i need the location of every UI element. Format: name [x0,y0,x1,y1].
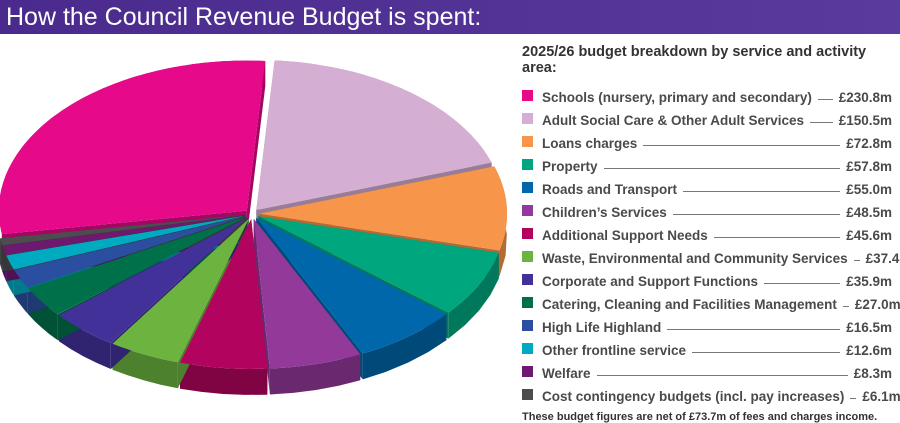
leader-line [603,168,841,169]
legend-value: £16.5m [846,320,892,335]
pie-slice [58,217,248,343]
pie-slice [256,217,447,354]
footnote: These budget figures are net of £73.7m o… [522,411,878,423]
legend-item: Roads and Transport £55.0m [522,174,892,197]
pie-slice [258,166,507,251]
legend-swatch [522,159,533,170]
legend-item: Schools (nursery, primary and secondary)… [522,82,892,105]
legend-swatch [522,90,533,101]
legend-value: £27.0m [854,297,900,312]
legend-label: Loans charges [542,136,638,151]
legend-label: Property [542,159,598,174]
leader-line [643,145,841,146]
legend-swatch [522,228,533,239]
pie-slice [253,218,361,369]
leader-line [683,191,841,192]
legend-swatch [522,389,533,400]
legend-label: Other frontline service [542,343,687,358]
legend-item: High Life Highland £16.5m [522,312,892,335]
legend-label: Additional Support Needs [542,228,708,243]
pie-slice-wall [246,61,266,237]
legend-label: Roads and Transport [542,182,678,197]
leader-line [596,375,848,376]
legend-label: High Life Highland [542,320,662,335]
pie-slice [256,60,492,211]
pie-slice [258,216,499,313]
pie-slice [2,215,246,256]
pie-slice-side [112,343,178,389]
pie-slice-side [269,354,361,395]
legend-swatch [522,366,533,377]
legend-swatch [522,343,533,354]
legend-item: Children’s Services £48.5m [522,197,892,220]
legend-swatch [522,320,533,331]
legend-value: £72.8m [846,136,892,151]
page-title: How the Council Revenue Budget is spent: [0,0,900,34]
pie-slice [14,216,246,288]
legend-swatch [522,274,533,285]
leader-line [672,214,841,215]
legend-label: Welfare [542,366,591,381]
legend-item: Adult Social Care & Other Adult Services… [522,105,892,128]
legend-label: Catering, Cleaning and Facilities Manage… [542,297,837,312]
legend-swatch [522,136,533,147]
leader-line [692,352,841,353]
legend-item: Waste, Environmental and Community Servi… [522,243,900,266]
legend-swatch [522,182,533,193]
pie-slice [28,216,247,315]
pie-slice-side [362,314,447,380]
pie-slice-wall [253,218,270,395]
leader-line [713,237,841,238]
legend-item: Catering, Cleaning and Facilities Manage… [522,289,900,312]
legend-value: £150.5m [838,113,892,128]
legend-label: Children’s Services [542,205,667,220]
leader-line [810,122,833,123]
legend-value: £37.4m [865,251,900,266]
leader-line [817,99,833,100]
legend-value: £35.9m [846,274,892,289]
legend-item: Other frontline service £12.6m [522,335,892,358]
legend-value: £55.0m [846,182,892,197]
legend-swatch [522,297,533,308]
pie-slice [6,215,246,270]
pie-slice [112,218,250,363]
pie-slice-side [180,362,268,395]
leader-line [842,306,849,307]
legend-value: £6.1m [862,389,900,404]
legend-item: Property £57.8m [522,151,892,174]
legend-swatch [522,113,533,124]
legend-label: Waste, Environmental and Community Servi… [542,251,848,266]
legend-value: £230.8m [838,90,892,105]
legend-value: £48.5m [846,205,892,220]
legend-swatch [522,251,533,262]
legend-label: Schools (nursery, primary and secondary) [542,90,812,105]
legend-value: £12.6m [846,343,892,358]
pie-slice-side [448,252,499,339]
leader-line [764,283,841,284]
legend-item: Cost contingency budgets (incl. pay incr… [522,381,900,404]
pie-slice [0,214,246,246]
leader-line [853,260,860,261]
legend-item: Loans charges £72.8m [522,128,892,151]
leader-line [850,398,857,399]
pie-slice [0,60,266,235]
legend-item: Welfare £8.3m [522,358,892,381]
legend-label: Corporate and Support Functions [542,274,758,289]
legend-item: Additional Support Needs £45.6m [522,220,892,243]
pie-chart [0,60,507,395]
legend-value: £57.8m [846,159,892,174]
legend-value: £45.6m [846,228,892,243]
pie-slice [180,218,268,369]
legend: 2025/26 budget breakdown by service and … [522,44,900,423]
legend-title: 2025/26 budget breakdown by service and … [522,44,867,76]
legend-value: £8.3m [853,366,892,381]
legend-item: Corporate and Support Functions £35.9m [522,266,892,289]
leader-line [667,329,841,330]
legend-swatch [522,205,533,216]
legend-label: Cost contingency budgets (incl. pay incr… [542,389,845,404]
legend-label: Adult Social Care & Other Adult Services [542,113,805,128]
